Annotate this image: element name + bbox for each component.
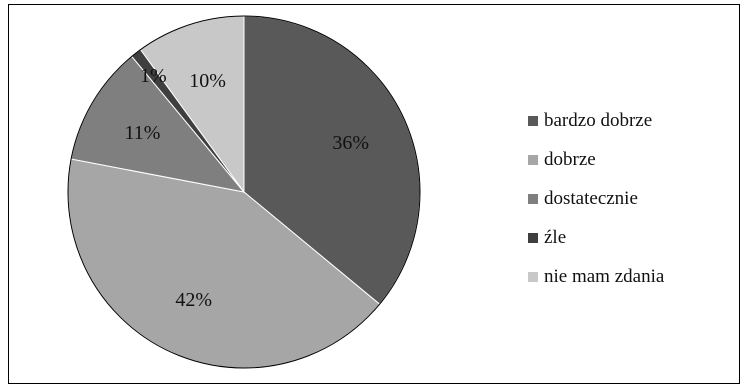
legend-label: nie mam zdania [544,265,665,287]
legend-item-dobrze: dobrze [528,140,664,179]
legend-item-nie-mam-zdania: nie mam zdania [528,257,664,296]
chart-frame: 36% 42% 11% 1% 10% bardzo dobrze dobrze dost… [8,4,740,384]
legend-label: źle [544,226,567,248]
legend-swatch [528,193,538,204]
legend-swatch [528,271,538,282]
legend-item-zle: źle [528,218,664,257]
legend-swatch [528,115,538,126]
legend-label: dobrze [544,148,596,170]
legend-label: bardzo dobrze [544,109,653,131]
data-label-bardzo-dobrze: 36% [332,132,369,154]
data-label-dostatecznie: 11% [124,122,160,144]
legend-swatch [528,232,538,243]
legend-item-bardzo-dobrze: bardzo dobrze [528,101,664,140]
legend-label: dostatecznie [544,187,638,209]
legend: bardzo dobrze dobrze dostatecznie źle ni… [528,101,664,296]
pie-outline [67,15,421,369]
data-label-dobrze: 42% [175,289,212,311]
pie-chart: 36% 42% 11% 1% 10% [67,15,421,369]
data-label-nie-mam-zdania: 10% [189,70,226,92]
legend-item-dostatecznie: dostatecznie [528,179,664,218]
legend-swatch [528,154,538,165]
data-label-zle: 1% [140,65,167,87]
